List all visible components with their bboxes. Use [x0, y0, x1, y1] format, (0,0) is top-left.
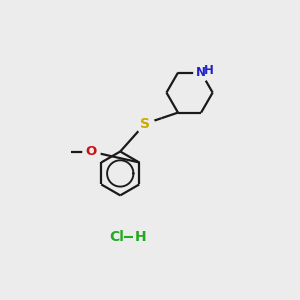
Text: S: S [140, 117, 150, 131]
Text: H: H [204, 64, 213, 77]
Text: O: O [85, 145, 96, 158]
Text: S: S [140, 117, 150, 131]
Text: H: H [135, 230, 147, 244]
Text: N: N [196, 66, 206, 79]
Text: Cl: Cl [110, 230, 124, 244]
